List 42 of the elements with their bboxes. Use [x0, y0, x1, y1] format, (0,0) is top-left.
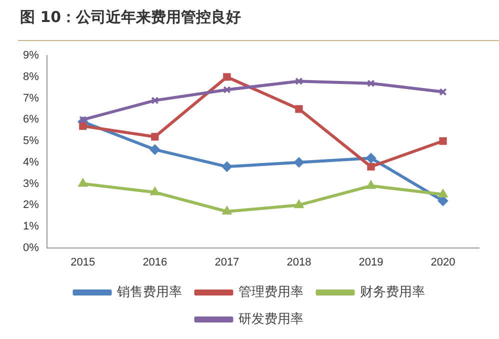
legend-label: 销售费用率	[116, 284, 182, 300]
point	[222, 162, 232, 172]
x-tick-label: 2017	[214, 256, 240, 268]
y-tick-label: 1%	[22, 220, 40, 232]
point	[439, 137, 447, 145]
point	[367, 162, 375, 170]
x-tick-label: 2020	[430, 256, 456, 268]
point	[151, 132, 159, 141]
x-tick-label: 2015	[70, 256, 96, 268]
point	[366, 180, 376, 189]
legend-label: 财务费用率	[360, 284, 425, 300]
point	[295, 105, 303, 113]
y-tick-label: 0%	[22, 242, 40, 254]
x-tick-label: 2019	[358, 256, 384, 268]
legend-label: 管理费用率	[238, 284, 304, 300]
chart-title: 图 10：公司近年来费用管控良好	[20, 8, 242, 27]
point	[295, 77, 303, 86]
point	[438, 196, 448, 206]
point	[150, 187, 160, 196]
point	[223, 86, 231, 94]
point	[367, 80, 375, 88]
point	[150, 144, 160, 155]
y-tick-label: 3%	[22, 178, 40, 190]
point	[366, 153, 376, 164]
y-tick-label: 9%	[22, 50, 40, 62]
y-tick-label: 4%	[22, 156, 40, 168]
x-tick-label: 2016	[142, 256, 168, 268]
y-tick-label: 8%	[22, 70, 40, 83]
legend-label: 研发费用率	[238, 311, 304, 326]
point	[151, 96, 159, 104]
point	[79, 122, 87, 130]
point	[438, 189, 448, 198]
y-tick-label: 5%	[22, 135, 40, 148]
point	[294, 157, 304, 168]
point	[222, 206, 232, 214]
point	[223, 73, 231, 81]
y-tick-label: 6%	[22, 114, 40, 126]
y-tick-label: 2%	[22, 199, 40, 212]
x-tick-label: 2018	[286, 256, 312, 268]
point	[78, 178, 88, 187]
y-tick-label: 7%	[22, 92, 40, 104]
point	[294, 200, 304, 208]
